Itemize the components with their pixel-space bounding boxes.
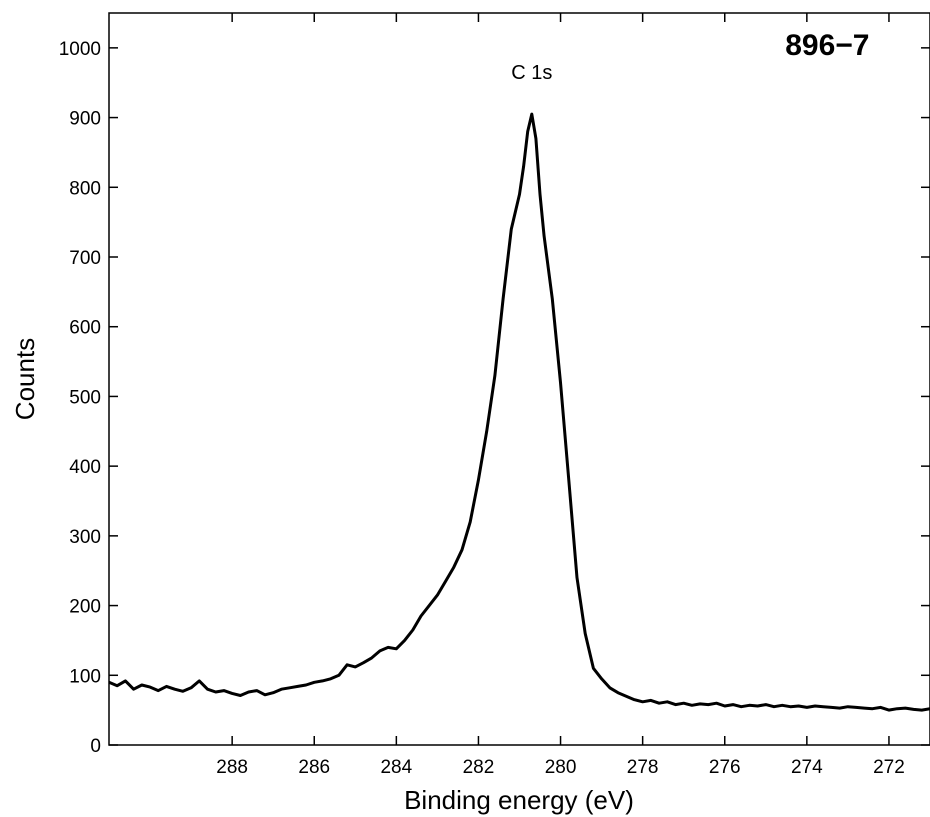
- peak-label: C 1s: [511, 62, 552, 84]
- spectrum-line: [108, 112, 930, 712]
- x-tick-label: 286: [298, 757, 330, 778]
- y-tick-label: 800: [69, 178, 101, 199]
- x-tick-label: 278: [627, 757, 659, 778]
- y-tick-label: 600: [69, 318, 101, 339]
- y-tick-label: 300: [69, 527, 101, 548]
- y-tick-label: 200: [69, 597, 101, 618]
- x-tick-label: 282: [463, 757, 495, 778]
- plot-frame: [108, 12, 930, 746]
- y-axis-title: Counts: [10, 338, 40, 420]
- y-tick-labels: 0 100 200 300 400 500 600 700 800 900 1000: [59, 39, 101, 757]
- y-tick-label: 700: [69, 248, 101, 269]
- x-tick-labels: 288 286 284 282 280 278 276 274 272: [216, 757, 905, 778]
- x-tick-label: 284: [380, 757, 412, 778]
- y-tick-label: 900: [69, 109, 101, 130]
- x-tick-label: 280: [545, 757, 577, 778]
- y-tick-label: 1000: [59, 39, 101, 60]
- axis-ticks: [109, 13, 930, 746]
- y-tick-label: 100: [69, 666, 101, 687]
- x-tick-label: 274: [791, 757, 823, 778]
- x-axis-title: Binding energy (eV): [404, 785, 634, 815]
- y-tick-label: 500: [69, 387, 101, 408]
- x-tick-label: 288: [216, 757, 248, 778]
- annotations: C 1s 896−7: [511, 29, 869, 84]
- x-tick-label: 276: [709, 757, 741, 778]
- y-tick-label: 400: [69, 457, 101, 478]
- y-tick-label: 0: [90, 736, 101, 757]
- sample-label: 896−7: [785, 29, 869, 62]
- x-tick-label: 272: [873, 757, 905, 778]
